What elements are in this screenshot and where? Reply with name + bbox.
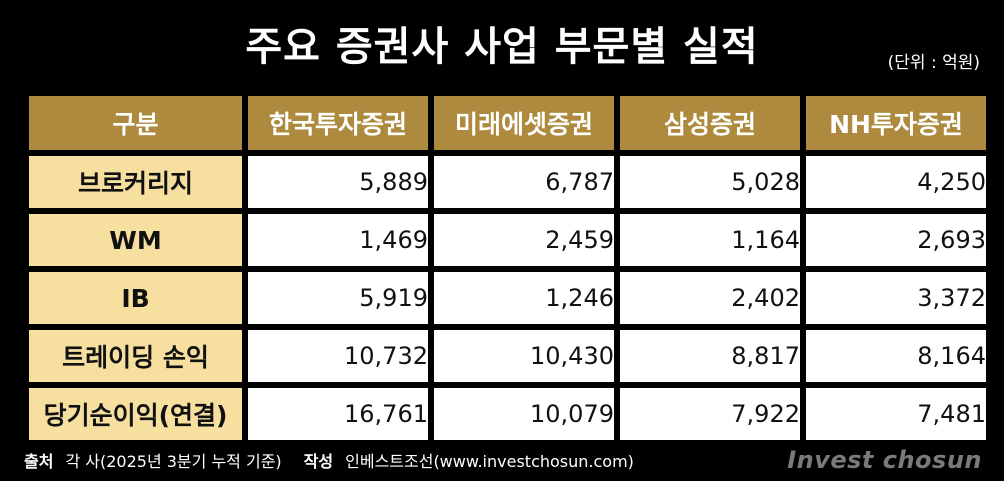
author-text: 인베스트조선(www.investchosun.com) xyxy=(345,452,634,471)
row-label: WM xyxy=(26,211,245,269)
page-title: 주요 증권사 사업 부문별 실적 xyxy=(245,24,759,70)
table-row: IB 5,919 1,246 2,402 3,372 xyxy=(26,269,989,327)
table-row: 당기순이익(연결) 16,761 10,079 7,922 7,481 xyxy=(26,385,989,443)
data-cell: 6,787 xyxy=(431,153,617,211)
data-cell: 1,246 xyxy=(431,269,617,327)
row-label: 브로커리지 xyxy=(26,153,245,211)
data-cell: 5,889 xyxy=(245,153,431,211)
invest-chosun-logo: Invest chosun xyxy=(787,446,982,474)
author-label: 작성 xyxy=(303,452,334,471)
data-cell: 16,761 xyxy=(245,385,431,443)
data-cell: 2,402 xyxy=(617,269,803,327)
row-label: 당기순이익(연결) xyxy=(26,385,245,443)
data-cell: 10,430 xyxy=(431,327,617,385)
unit-label: (단위 : 억원) xyxy=(887,53,980,73)
table-row: 브로커리지 5,889 6,787 5,028 4,250 xyxy=(26,153,989,211)
data-table: 구분 한국투자증권 미래에셋증권 삼성증권 NH투자증권 브로커리지 5,889… xyxy=(23,90,992,446)
table-row: WM 1,469 2,459 1,164 2,693 xyxy=(26,211,989,269)
data-cell: 7,922 xyxy=(617,385,803,443)
header-row: 구분 한국투자증권 미래에셋증권 삼성증권 NH투자증권 xyxy=(26,93,989,153)
data-cell: 3,372 xyxy=(803,269,989,327)
data-cell: 2,459 xyxy=(431,211,617,269)
data-cell: 10,732 xyxy=(245,327,431,385)
footer-source: 출처 각 사(2025년 3분기 누적 기준) 작성 인베스트조선(www.inves… xyxy=(24,448,634,472)
header-cell: 삼성증권 xyxy=(617,93,803,153)
data-cell: 4,250 xyxy=(803,153,989,211)
row-label: 트레이딩 손익 xyxy=(26,327,245,385)
header-cell: 미래에셋증권 xyxy=(431,93,617,153)
data-cell: 1,469 xyxy=(245,211,431,269)
data-cell: 2,693 xyxy=(803,211,989,269)
data-cell: 7,481 xyxy=(803,385,989,443)
data-cell: 8,817 xyxy=(617,327,803,385)
data-cell: 5,919 xyxy=(245,269,431,327)
header-cell: 한국투자증권 xyxy=(245,93,431,153)
data-cell: 5,028 xyxy=(617,153,803,211)
source-text: 각 사(2025년 3분기 누적 기준) xyxy=(65,452,282,471)
header-cell: NH투자증권 xyxy=(803,93,989,153)
table-row: 트레이딩 손익 10,732 10,430 8,817 8,164 xyxy=(26,327,989,385)
data-cell: 1,164 xyxy=(617,211,803,269)
row-label: IB xyxy=(26,269,245,327)
source-label: 출처 xyxy=(24,452,54,471)
header-corner: 구분 xyxy=(26,93,245,153)
data-cell: 8,164 xyxy=(803,327,989,385)
data-cell: 10,079 xyxy=(431,385,617,443)
